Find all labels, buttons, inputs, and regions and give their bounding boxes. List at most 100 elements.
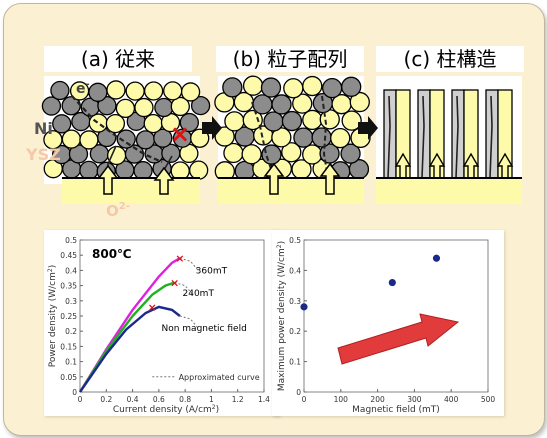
ni-particle: [341, 76, 362, 97]
ysz-particle: [302, 109, 323, 131]
ysz-particle: [349, 91, 370, 113]
ni-particle: [97, 96, 117, 116]
x-tick-label: 0: [302, 395, 307, 404]
ni-particle: [281, 110, 303, 132]
x-tick-label: 400: [444, 395, 459, 404]
ni-particle: [340, 143, 361, 164]
legend-approx-label: Approximated curve: [179, 373, 260, 382]
blocked-path-mark: ×: [170, 120, 190, 148]
series-label-240mT: 240mT: [183, 289, 215, 299]
y-tick-label: 0.3: [289, 297, 301, 306]
max-point-marker: ×: [148, 301, 157, 314]
y-tick-label: 0.15: [60, 342, 77, 351]
ysz-particle: [242, 75, 264, 96]
ysz-particle: [105, 113, 126, 134]
ni-particle: [133, 161, 153, 181]
step-arrow-1: [202, 116, 222, 140]
ysz-particle: [106, 145, 127, 166]
y-tick-label: 0.35: [60, 282, 77, 291]
plot-frame: [303, 239, 489, 393]
y-tick-label: 0.25: [60, 312, 77, 321]
ni-label: Ni: [34, 119, 53, 138]
stage-title-column-structure: (c) 柱構造: [376, 46, 524, 72]
power-density-chart: 0 0.2 0.4 0.6 0.8 1 1.2 1.4 0 0.05 0.1 0.15 0.2 0.25 0…: [47, 236, 270, 415]
ni-particle: [116, 129, 136, 149]
y-tick-label: 0.3: [65, 297, 77, 306]
ysz-particle: [79, 130, 99, 150]
y-tick-label: 0.5: [289, 236, 301, 245]
x-tick-label: 100: [334, 395, 349, 404]
series-label-360mT: 360mT: [196, 266, 228, 276]
data-point: [432, 254, 441, 262]
series-line: [79, 305, 181, 393]
ysz-particle: [143, 113, 163, 134]
y-tick-label: 0.2: [289, 327, 301, 336]
ysz-particle: [170, 96, 190, 117]
x-axis-label: Magnetic field (mT): [352, 405, 440, 415]
ni-particle: [41, 96, 62, 116]
y-tick-label: 0.4: [289, 266, 301, 275]
electrolyte-layer-a: [62, 178, 200, 204]
electron-path: [455, 95, 459, 179]
ni-particle: [271, 94, 292, 115]
max-point-marker: ×: [175, 252, 184, 265]
ysz-particle: [115, 98, 136, 119]
ni-particle: [88, 82, 108, 102]
trend-arrow: [337, 313, 460, 365]
ysz-particle: [189, 160, 209, 180]
ni-particle: [79, 160, 99, 181]
x-tick-label: 300: [407, 395, 422, 404]
y-tick-label: 0.1: [65, 358, 77, 367]
x-tick-label: 0.8: [179, 395, 191, 404]
ysz-particle: [283, 78, 304, 99]
ysz-particle: [241, 144, 262, 165]
chart-title: 800℃: [92, 247, 132, 261]
y-axis-label: Power density (W/cm2): [47, 265, 58, 367]
ni-particle: [263, 111, 284, 132]
ni-particle: [190, 95, 211, 116]
stage-title-particle-array: (b) 粒子配列: [216, 46, 364, 72]
ni-particle: [261, 144, 282, 165]
ysz-particle: [143, 81, 164, 101]
x-tick-label: 1: [209, 395, 214, 404]
y-tick-label: 0.1: [289, 358, 301, 367]
ni-particle: [319, 143, 340, 164]
electron-path: [489, 95, 493, 179]
y-axis-label: Maximum power density (W/cm2): [276, 241, 287, 391]
ni-particle: [153, 128, 173, 148]
series-label-non-magnetic: Non magnetic field: [161, 324, 246, 334]
ni-particle: [311, 127, 332, 148]
electrolyte-layer-c: [376, 178, 522, 204]
ysz-particle: [302, 75, 323, 97]
ni-particle: [154, 97, 174, 118]
figure-panel: (a) 従来 (b) 粒子配列 (c) 柱構造: [3, 3, 545, 436]
ysz-label: YSZ: [25, 145, 61, 164]
step-arrow-2: [358, 116, 378, 140]
ysz-particle: [242, 109, 263, 131]
ni-particle: [322, 78, 343, 99]
ion-arrow-a2: [153, 166, 175, 195]
ni-particle: [222, 77, 243, 98]
ysz-particle: [224, 111, 245, 132]
y-tick-label: 0.05: [60, 373, 77, 382]
series-line: [78, 281, 175, 393]
x-tick-label: 1.2: [232, 395, 244, 404]
ysz-particle: [214, 126, 235, 147]
ni-particle: [97, 127, 117, 148]
ysz-particle: [341, 110, 362, 131]
max-point-marker: ×: [170, 277, 179, 290]
ysz-particle: [292, 93, 313, 114]
ni-particle: [179, 112, 199, 133]
power-density-chart-card: 0 0.2 0.4 0.6 0.8 1 1.2 1.4 0 0.05 0.1 0.15 0.2 0.25 0…: [44, 230, 280, 416]
y-tick-label: 0: [296, 388, 301, 397]
y-tick-label: 0.5: [65, 236, 77, 245]
data-point: [300, 303, 308, 311]
stage-title-conventional: (a) 従来: [44, 46, 192, 72]
x-axis-label: Current density (A/cm2): [113, 404, 219, 415]
x-tick-label: 0.2: [100, 395, 112, 404]
ysz-particle: [134, 97, 154, 118]
ysz-particle: [302, 144, 323, 165]
electron-path: [387, 95, 391, 179]
ysz-particle: [330, 128, 351, 149]
ni-particle: [135, 130, 156, 150]
